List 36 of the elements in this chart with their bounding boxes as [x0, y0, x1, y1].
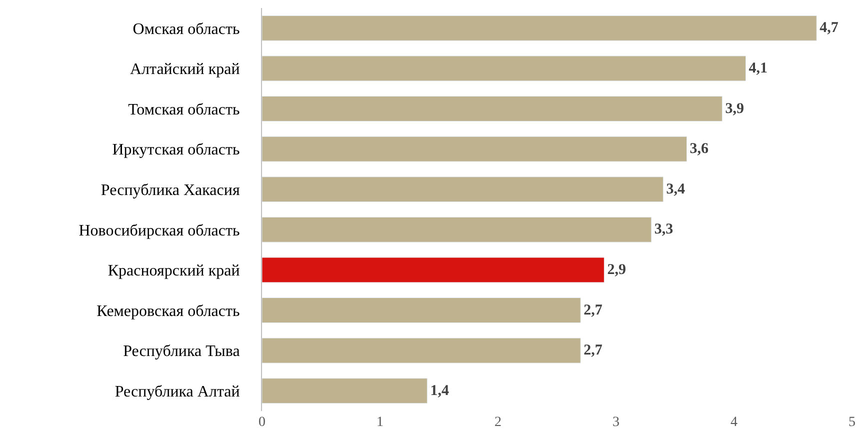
bar: [262, 56, 746, 82]
x-tick-label: 0: [258, 415, 266, 430]
y-tick-label: Кемеровская область: [96, 302, 240, 320]
bar: [262, 15, 817, 41]
bar: [262, 338, 581, 364]
bar: [262, 176, 664, 202]
y-tick-label: Иркутская область: [112, 142, 240, 159]
data-label: 3,9: [725, 100, 744, 117]
bar: [262, 257, 604, 283]
bar: [262, 216, 652, 242]
y-tick-label: Омская область: [132, 20, 240, 38]
data-label: 4,1: [748, 60, 768, 76]
data-label: 2,7: [584, 302, 603, 318]
bar: [262, 298, 581, 323]
y-tick-label: Красноярский край: [108, 262, 240, 280]
y-tick-label: Томская область: [128, 101, 240, 118]
bar: [262, 378, 428, 404]
x-tick-label: 2: [494, 415, 502, 430]
y-tick-label: Республика Тыва: [123, 343, 240, 360]
bar: [262, 96, 722, 122]
bar: [262, 136, 688, 162]
x-tick-label: 5: [848, 415, 856, 430]
data-label: 3,4: [666, 181, 686, 198]
data-label: 2,9: [607, 262, 626, 278]
x-tick-label: 3: [612, 415, 620, 430]
y-tick-label: Алтайский край: [130, 61, 240, 78]
y-tick-label: Новосибирская область: [78, 222, 240, 240]
y-tick-label: Республика Хакасия: [100, 182, 240, 199]
data-label: 4,7: [820, 20, 839, 36]
data-label: 1,4: [430, 382, 450, 399]
y-tick-label: Республика Алтай: [114, 383, 240, 400]
data-label: 3,3: [654, 222, 674, 238]
data-label: 2,7: [584, 342, 603, 359]
x-tick-label: 1: [376, 415, 384, 430]
x-tick-label: 4: [730, 415, 738, 430]
data-label: 3,6: [690, 141, 710, 158]
